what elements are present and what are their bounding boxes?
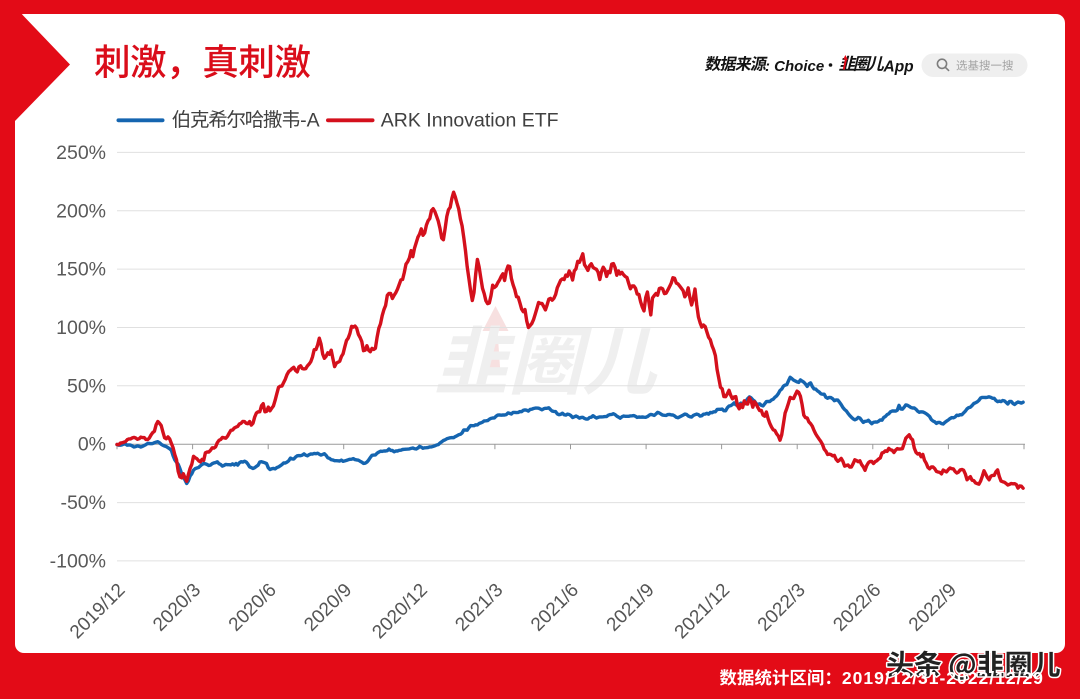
svg-text:: Choice: : Choice [765,58,824,75]
svg-text:0%: 0% [78,434,106,456]
svg-text:150%: 150% [56,259,106,281]
svg-text:100%: 100% [56,317,106,339]
svg-text:-50%: -50% [60,492,106,514]
svg-text:2019/12/31-2022/12/29: 2019/12/31-2022/12/29 [842,668,1044,688]
svg-text:250%: 250% [56,142,106,164]
svg-text:50%: 50% [67,375,106,397]
svg-text:-100%: -100% [50,550,106,572]
svg-text:200%: 200% [56,200,106,222]
svg-text:App: App [883,58,914,75]
svg-text:-A: -A [300,109,320,131]
svg-text:ARK Innovation ETF: ARK Innovation ETF [381,109,559,131]
